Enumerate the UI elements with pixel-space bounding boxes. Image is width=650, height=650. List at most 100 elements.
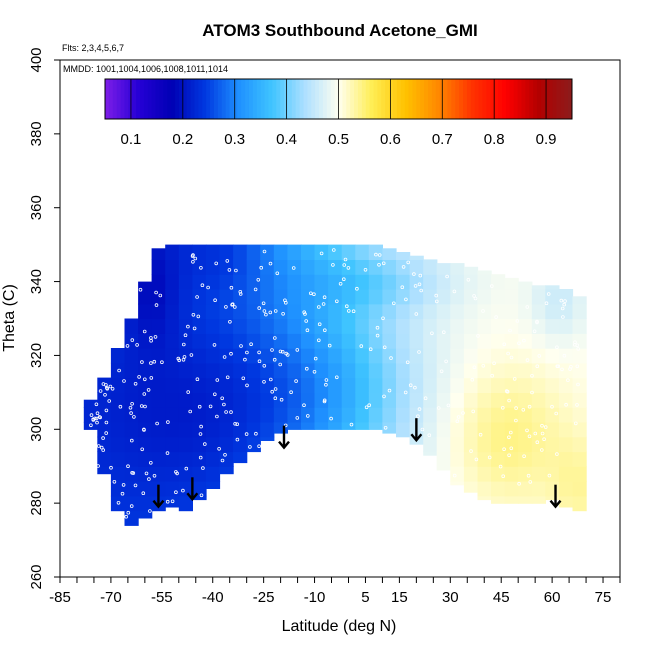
track-point	[576, 347, 580, 351]
track-point	[94, 402, 99, 407]
field-cell	[477, 348, 492, 364]
field-cell	[138, 392, 153, 408]
field-cell	[151, 407, 166, 423]
track-point	[193, 256, 198, 261]
field-cell	[246, 407, 261, 423]
track-point	[281, 311, 285, 316]
field-cell	[151, 318, 166, 334]
track-point	[142, 329, 147, 334]
field-cell	[382, 348, 397, 364]
field-cell	[450, 289, 465, 305]
colorbar-segment	[167, 79, 172, 119]
track-point	[129, 411, 133, 415]
track-point	[512, 377, 517, 381]
field-cell	[382, 303, 397, 320]
track-point	[481, 363, 486, 368]
field-cell	[436, 436, 451, 453]
field-cell	[178, 451, 193, 467]
track-point	[155, 421, 159, 426]
track-point	[389, 356, 393, 360]
track-point	[264, 312, 268, 317]
field-cell	[314, 333, 329, 349]
colorbar-segment	[505, 79, 511, 119]
field-cell	[545, 466, 560, 482]
track-point	[412, 272, 416, 276]
field-cell	[233, 274, 248, 290]
track-point	[182, 342, 186, 347]
field-cell	[138, 281, 153, 290]
colorbar-segment	[233, 79, 238, 119]
x-tick-label: -25	[253, 589, 275, 606]
field-cell	[396, 377, 411, 393]
track-point	[490, 373, 495, 378]
field-cell	[382, 421, 397, 434]
colorbar-segment	[338, 79, 343, 119]
track-point	[143, 377, 147, 382]
field-cell	[165, 318, 180, 334]
profile-arrow-head	[549, 499, 562, 509]
field-cell	[355, 348, 370, 364]
field-cell	[463, 392, 479, 408]
field-cell	[205, 421, 221, 438]
field-cell	[396, 274, 411, 290]
field-cell	[572, 303, 587, 320]
field-cell	[504, 392, 519, 408]
track-point	[261, 301, 266, 306]
track-point	[474, 457, 479, 462]
track-point	[456, 415, 461, 419]
field-cell	[287, 362, 302, 379]
field-cell	[504, 495, 519, 504]
track-point	[525, 428, 529, 433]
track-point	[94, 416, 99, 421]
y-tick-label: 360	[28, 195, 45, 220]
field-cell	[328, 244, 343, 260]
field-cell	[382, 248, 397, 260]
track-point	[105, 386, 109, 390]
colorbar-tick-label: 0.3	[224, 131, 245, 148]
field-cell	[477, 274, 492, 290]
field-cell	[545, 303, 560, 320]
colorbar-segment	[369, 79, 375, 119]
track-point	[132, 415, 136, 419]
field-cell	[436, 466, 451, 471]
field-cell	[477, 289, 492, 305]
field-cell	[165, 274, 180, 290]
colorbar-segment	[420, 79, 425, 119]
y-axis-label: Theta (C)	[1, 284, 18, 352]
field-cell	[260, 303, 275, 320]
track-point	[502, 342, 507, 347]
colorbar-segment	[501, 79, 507, 119]
field-cell	[219, 392, 234, 408]
field-cell	[558, 481, 574, 497]
track-point	[101, 436, 105, 440]
track-point	[112, 479, 117, 484]
colorbar-segment	[108, 79, 114, 119]
y-tick-label: 340	[28, 269, 45, 294]
field-cell	[463, 421, 479, 438]
field-cell	[518, 318, 533, 334]
field-cell	[450, 274, 465, 290]
colorbar-segment	[186, 79, 192, 119]
field-cell	[436, 451, 451, 467]
track-point	[555, 345, 559, 350]
field-cell	[491, 466, 506, 482]
track-point	[329, 416, 333, 421]
track-point	[225, 375, 230, 380]
field-cell	[219, 362, 234, 379]
track-point	[220, 458, 225, 463]
track-point	[346, 266, 351, 270]
track-point	[224, 410, 228, 414]
field-cell	[233, 392, 248, 408]
field-cell	[491, 481, 506, 497]
field-cell	[246, 318, 261, 334]
colorbar-segment	[474, 79, 480, 119]
field-cell	[518, 481, 533, 497]
colorbar-segment	[396, 79, 402, 119]
field-cell	[518, 281, 533, 290]
field-cell	[477, 362, 492, 379]
field-cell	[124, 481, 139, 497]
track-point	[391, 301, 396, 306]
colorbar-segment	[466, 79, 472, 119]
field-cell	[165, 289, 180, 305]
track-point	[140, 360, 144, 364]
